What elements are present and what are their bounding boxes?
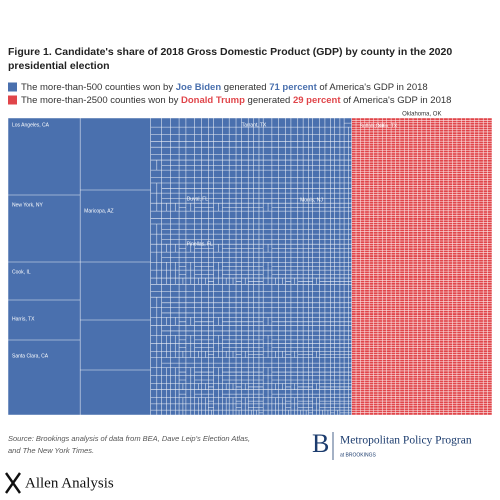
- logo-subtitle: at BROOKINGS: [340, 452, 377, 458]
- legend-text: of America's GDP in 2018: [343, 95, 451, 106]
- watermark: Allen Analysis: [25, 475, 114, 491]
- legend-entry: The more-than-500 counties won by Joe Bi…: [21, 82, 428, 93]
- legend-text: 29 percent: [293, 95, 341, 106]
- legend-swatch: [8, 95, 17, 105]
- legend-text: generated: [224, 82, 267, 93]
- chart-title: presidential election: [8, 60, 110, 72]
- county-label: Harris, TX: [12, 316, 35, 322]
- county-borders: [7, 117, 493, 416]
- legend-text: of America's GDP in 2018: [319, 82, 427, 93]
- county-label: Los Angeles, CA: [12, 122, 50, 128]
- county-label: Collin, TX: [376, 123, 398, 129]
- legend-text: The more-than-2500 counties won by: [21, 95, 179, 106]
- legend-text: Donald Trump: [181, 95, 245, 106]
- logo-title: Metropolitan Policy Progran: [340, 435, 472, 447]
- county-label: Morris, NJ: [300, 197, 323, 203]
- legend-text: Joe Biden: [176, 82, 222, 93]
- legend-text: The more-than-500 counties won by: [21, 82, 173, 93]
- logo-letter: B: [312, 429, 329, 458]
- chart-title: Figure 1. Candidate's share of 2018 Gros…: [8, 46, 452, 58]
- legend-swatch: [8, 82, 17, 92]
- county-label: Santa Clara, CA: [12, 353, 49, 359]
- watermark-icon: [5, 472, 21, 494]
- county-label: Tarrant, TX: [242, 122, 267, 128]
- source: and The New York Times.: [8, 446, 94, 455]
- county-label: Oklahoma, OK: [402, 112, 441, 118]
- county-label: Suffolk, NY: [360, 123, 386, 129]
- county-label: Pinellas, FL: [187, 241, 213, 247]
- source: Source: Brookings analysis of data from …: [8, 434, 250, 443]
- legend-text: 71 percent: [269, 82, 317, 93]
- county-label: Maricopa, AZ: [84, 208, 113, 214]
- legend-text: generated: [248, 95, 291, 106]
- county-label: Cook, IL: [12, 269, 31, 275]
- county-label: Duval, FL: [187, 196, 209, 202]
- county-label: New York, NY: [12, 202, 44, 208]
- legend-entry: The more-than-2500 counties won by Donal…: [21, 95, 451, 106]
